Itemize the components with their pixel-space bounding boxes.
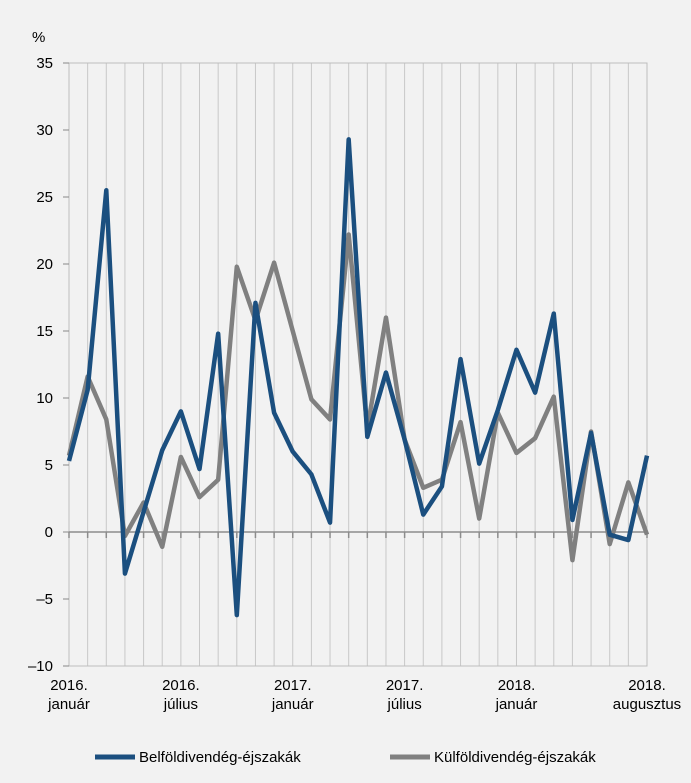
series-line [66, 137, 650, 618]
x-tick-label: 2017. július [386, 677, 424, 713]
y-tick-label: 20 [36, 256, 53, 273]
y-axis-label: % [32, 29, 45, 46]
y-tick-label: 15 [36, 323, 53, 340]
y-tick-label: 0 [45, 524, 53, 541]
y-tick-label: 35 [36, 55, 53, 72]
x-tick-label: 2017. január [271, 677, 314, 713]
plot-frame [68, 62, 648, 667]
y-tick-label: 25 [36, 189, 53, 206]
x-tick-label: 2018. január [495, 677, 538, 713]
y-tick-label: 30 [36, 122, 53, 139]
legend-label: Belföldivendég-éjszakák [139, 749, 301, 766]
x-tick-label: 2016. január [47, 677, 90, 713]
legend-label: Külföldivendég-éjszakák [434, 749, 596, 766]
x-tick-label: 2018. augusztus [613, 677, 681, 713]
y-tick-label: –10 [28, 658, 53, 675]
y-tick-label: –5 [36, 591, 53, 608]
y-tick-label: 10 [36, 390, 53, 407]
y-tick-label: 5 [45, 457, 53, 474]
x-tick-label: 2016. július [162, 677, 200, 713]
series-line [66, 232, 650, 563]
